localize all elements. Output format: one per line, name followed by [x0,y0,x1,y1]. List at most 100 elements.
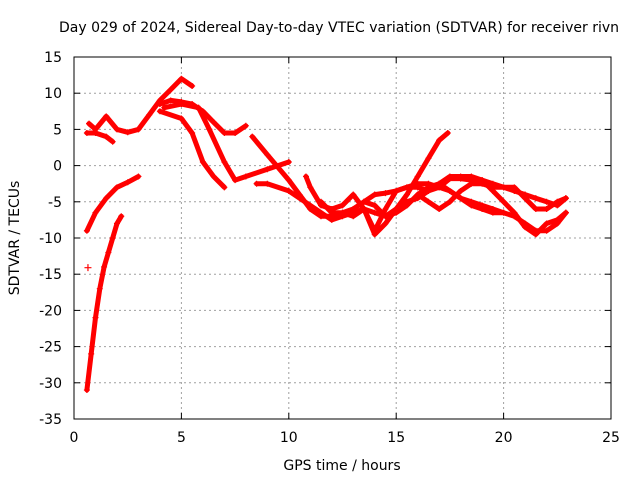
data-point [135,173,142,180]
y-tick-label: -35 [39,412,62,428]
data-point [500,198,507,205]
data-point [562,195,569,202]
data-point [189,82,196,89]
data-point [489,206,496,213]
data-point [146,111,153,118]
data-point [436,206,443,213]
data-point [436,184,443,191]
data-point [210,173,217,180]
y-tick-label: 10 [44,86,62,102]
series-s2 [83,173,142,234]
data-point [500,184,507,191]
series-trace [84,130,116,145]
chart-title: Day 029 of 2024, Sidereal Day-to-day VTE… [59,20,619,36]
data-point [161,104,168,111]
series-trace [157,108,227,190]
data-point [249,133,256,140]
data-point [543,227,550,234]
data-point [382,206,389,213]
data-point [264,180,271,187]
data-point [425,198,432,205]
data-point [178,75,185,82]
data-point [83,227,90,234]
data-point [83,130,90,137]
data-point [350,206,357,213]
x-tick-label: 5 [177,430,186,446]
data-point [382,220,389,227]
data-point [307,184,314,191]
data-point [339,209,346,216]
data-point [156,101,163,108]
data-point [109,138,116,145]
data-point [468,177,475,184]
data-point [457,195,464,202]
data-point [543,198,550,205]
series-s3 [83,130,116,145]
data-point [562,209,569,216]
data-point [92,209,99,216]
data-point [543,220,550,227]
data-point [221,130,228,137]
data-point [554,220,561,227]
data-point [457,187,464,194]
outlier-point [84,264,92,272]
data-point [371,191,378,198]
data-point [285,158,292,165]
data-point [543,206,550,213]
data-point [444,130,451,137]
y-tick-label: -15 [39,267,62,283]
data-point [446,198,453,205]
data-point [350,191,357,198]
data-point [522,220,529,227]
data-point [403,184,410,191]
data-point [221,184,228,191]
data-point [105,249,112,256]
x-axis-label: GPS time / hours [283,458,400,474]
data-point [92,314,99,321]
axis-ticks: 0 5 10 15 20 25 15 10 5 0 -5 -10 -15 -20 -25 -30 -35 [39,50,620,446]
series-trace [84,174,141,234]
x-tick-label: 10 [280,430,298,446]
data-point [414,173,421,180]
series-trace [361,176,569,212]
data-point [479,177,486,184]
data-series [83,75,569,394]
y-axis-label: SDTVAR / TECUs [7,181,23,296]
data-point [124,179,131,186]
x-tick-label: 25 [602,430,620,446]
data-point [489,180,496,187]
data-point [195,104,202,111]
data-point [264,151,271,158]
data-point [371,209,378,216]
data-point [425,155,432,162]
data-point [103,195,110,202]
data-point [83,387,90,394]
grid [74,57,611,419]
data-point [371,202,378,209]
data-point [232,130,239,137]
data-point [113,126,120,133]
data-point [307,202,314,209]
data-point [425,187,432,194]
data-point [360,206,367,213]
data-point [403,198,410,205]
data-point [328,209,335,216]
data-point [554,198,561,205]
data-point [393,187,400,194]
data-point [96,285,103,292]
data-point [103,113,110,120]
series-s7 [161,101,292,184]
data-point [167,97,174,104]
data-point [135,126,142,133]
data-point [210,119,217,126]
series-s13 [360,175,569,213]
data-point [242,122,249,129]
data-point [446,187,453,194]
data-point [109,235,116,241]
data-point [511,184,518,191]
data-point [189,130,196,137]
data-point [371,227,378,234]
data-point [425,180,432,187]
data-point [328,216,335,223]
data-point [479,202,486,209]
